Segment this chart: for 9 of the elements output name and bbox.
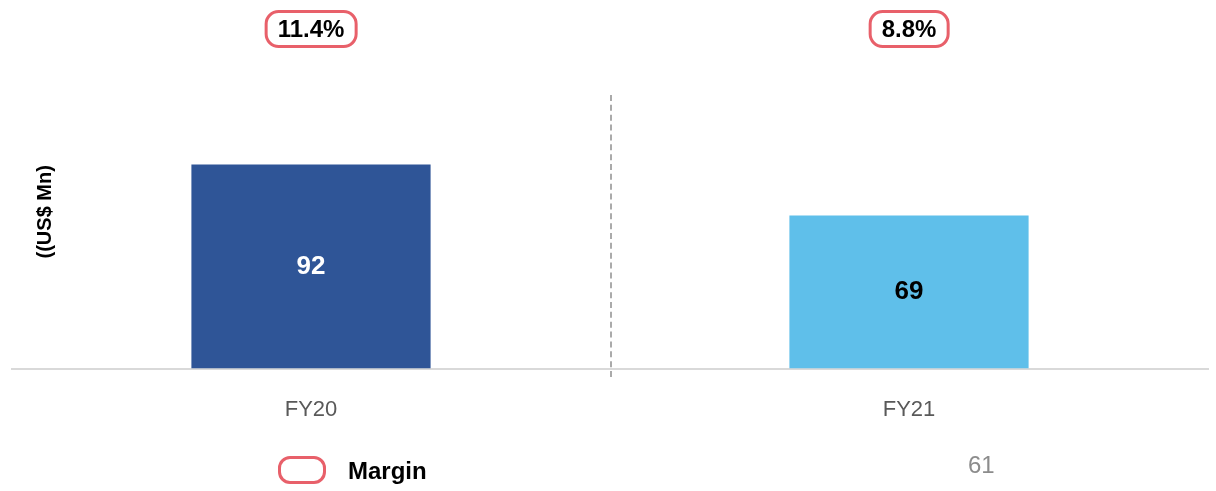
x-tick-label: FY20 — [284, 395, 338, 421]
text: 8.8% — [868, 10, 950, 48]
text: 11.4% — [264, 10, 358, 48]
text: Margin — [348, 457, 427, 485]
x-tick-label: FY21 — [882, 395, 936, 421]
y-axis-title: ((US$ Mn) — [32, 165, 55, 259]
text: 61 — [968, 451, 995, 479]
data-label: 92 — [296, 249, 326, 280]
data-label: 69 — [894, 275, 924, 306]
